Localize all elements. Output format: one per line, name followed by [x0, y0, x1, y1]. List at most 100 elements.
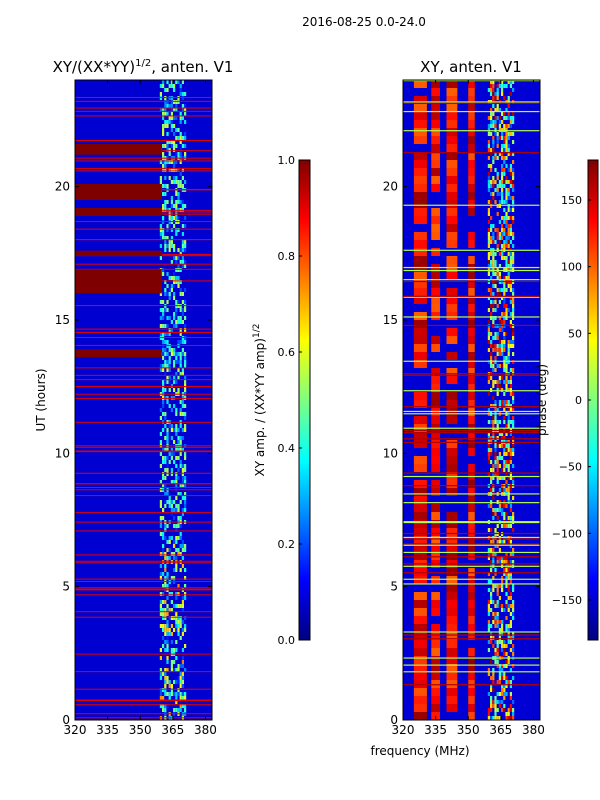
heatmap-cell: [501, 628, 504, 632]
heatmap-cell: [166, 228, 169, 232]
saturated-band: [75, 144, 162, 155]
heatmap-cell: [501, 224, 504, 228]
heatmap-cell: [175, 136, 178, 140]
heatmap-cell: [166, 124, 169, 128]
heatmap-cell: [173, 88, 176, 92]
heatmap-cell: [501, 364, 504, 368]
heatmap-cell: [505, 156, 508, 160]
heatmap-cell: [487, 600, 491, 604]
heatmap-cell: [505, 260, 508, 264]
heatmap-line: [75, 489, 212, 491]
heatmap-cell: [413, 480, 427, 488]
heatmap-cell: [170, 140, 174, 144]
heatmap-cell: [181, 596, 185, 600]
heatmap-line: [403, 413, 540, 415]
heatmap-cell: [492, 600, 495, 604]
heatmap-cell: [181, 632, 185, 636]
heatmap-cell: [175, 548, 178, 552]
heatmap-cell: [173, 540, 176, 544]
heatmap-cell: [487, 232, 491, 236]
heatmap-cell: [181, 508, 185, 512]
heatmap-cell: [179, 500, 182, 504]
heatmap-cell: [166, 376, 169, 380]
heatmap-cell: [507, 204, 510, 208]
heatmap-cell: [468, 568, 475, 576]
heatmap-line: [75, 107, 212, 109]
heatmap-cell: [468, 696, 475, 704]
heatmap-cell: [503, 368, 506, 372]
heatmap-cell: [175, 200, 178, 204]
heatmap-line: [75, 671, 212, 673]
heatmap-cell: [431, 168, 440, 176]
heatmap-cell: [175, 616, 178, 620]
heatmap-cell: [496, 604, 499, 608]
heatmap-cell: [503, 664, 506, 668]
heatmap-cell: [159, 672, 163, 676]
heatmap-cell: [179, 624, 182, 628]
heatmap-cell: [170, 160, 174, 164]
heatmap-cell: [170, 436, 174, 440]
heatmap-cell: [181, 484, 185, 488]
heatmap-line: [403, 269, 540, 272]
heatmap-cell: [413, 696, 427, 704]
heatmap-cell: [498, 220, 502, 224]
heatmap-cell: [446, 512, 458, 520]
heatmap-cell: [162, 584, 165, 588]
heatmap-cell: [181, 240, 185, 244]
heatmap-cell: [509, 368, 513, 372]
heatmap-cell: [175, 476, 178, 480]
heatmap-cell: [164, 616, 167, 620]
heatmap-cell: [177, 320, 180, 324]
heatmap-cell: [431, 88, 440, 96]
heatmap-cell: [166, 368, 169, 372]
heatmap-cell: [181, 244, 185, 248]
heatmap-cell: [498, 388, 502, 392]
heatmap-cell: [159, 336, 163, 340]
heatmap-cell: [179, 160, 182, 164]
heatmap-cell: [503, 356, 506, 360]
heatmap-cell: [164, 704, 167, 708]
amplitude-axes-frame: [74, 79, 213, 721]
heatmap-cell: [494, 272, 497, 276]
heatmap-cell: [446, 120, 458, 128]
heatmap-cell: [496, 560, 499, 564]
heatmap-cell: [181, 672, 185, 676]
heatmap-cell: [503, 348, 506, 352]
heatmap-cell: [496, 336, 499, 340]
heatmap-cell: [509, 264, 513, 268]
heatmap-cell: [501, 252, 504, 256]
heatmap-cell: [179, 356, 182, 360]
heatmap-line: [75, 700, 212, 702]
heatmap-cell: [498, 632, 502, 636]
heatmap-cell: [468, 208, 475, 216]
heatmap-cell: [431, 552, 440, 560]
heatmap-cell: [498, 476, 502, 480]
heatmap-cell: [496, 88, 499, 92]
heatmap-cell: [175, 280, 178, 284]
heatmap-cell: [492, 576, 495, 580]
heatmap-cell: [162, 448, 165, 452]
heatmap-cell: [177, 552, 180, 556]
heatmap-cell: [512, 448, 515, 452]
heatmap-cell: [446, 104, 458, 112]
heatmap-cell: [512, 336, 515, 340]
heatmap-cell: [487, 692, 491, 696]
heatmap-cell: [490, 708, 493, 712]
heatmap-cell: [162, 644, 165, 648]
heatmap-cell: [507, 116, 510, 120]
heatmap-cell: [507, 424, 510, 428]
heatmap-cell: [468, 160, 475, 168]
heatmap-cell: [501, 476, 504, 480]
heatmap-cell: [431, 376, 440, 384]
saturated-band: [75, 208, 162, 216]
heatmap-cell: [512, 588, 515, 592]
heatmap-cell: [166, 300, 169, 304]
heatmap-cell: [159, 480, 163, 484]
heatmap-cell: [496, 460, 499, 464]
heatmap-cell: [446, 368, 458, 376]
heatmap-cell: [492, 80, 495, 84]
heatmap-cell: [181, 540, 185, 544]
heatmap-cell: [501, 328, 504, 332]
heatmap-cell: [501, 192, 504, 196]
